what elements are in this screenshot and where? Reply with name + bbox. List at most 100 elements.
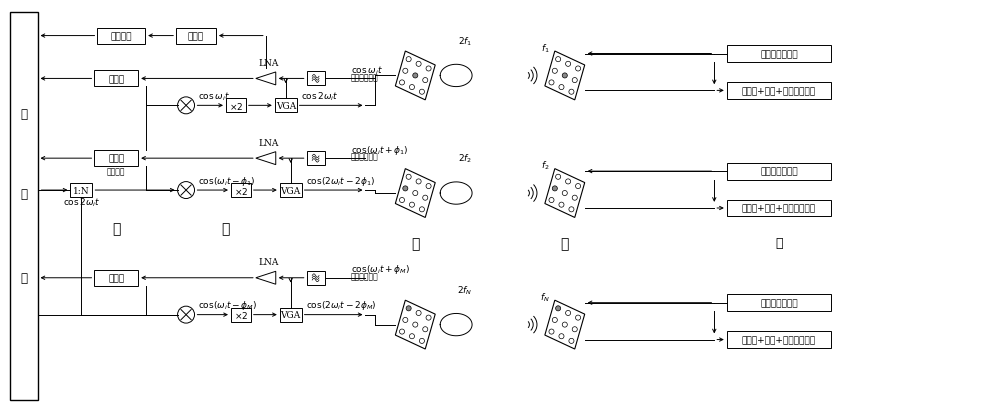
Circle shape [413, 74, 418, 79]
Circle shape [569, 207, 574, 212]
Text: ⋮: ⋮ [775, 237, 783, 250]
Text: 导引信号发生器: 导引信号发生器 [760, 167, 798, 176]
Text: $\cos\omega_i t$: $\cos\omega_i t$ [351, 64, 382, 76]
Circle shape [416, 311, 421, 316]
Text: $2f_2$: $2f_2$ [458, 152, 472, 165]
Text: 导引功率信号: 导引功率信号 [351, 152, 378, 161]
Circle shape [576, 184, 581, 189]
Circle shape [572, 327, 577, 332]
Polygon shape [395, 300, 435, 349]
Circle shape [426, 315, 431, 320]
Text: 导引功率信号: 导引功率信号 [351, 73, 378, 82]
Circle shape [562, 191, 567, 196]
Circle shape [549, 198, 554, 203]
Circle shape [572, 196, 577, 201]
Polygon shape [395, 169, 435, 218]
Circle shape [569, 90, 574, 95]
Text: 导引信号发生器: 导引信号发生器 [760, 50, 798, 59]
Circle shape [409, 203, 415, 208]
Text: $\cos(\omega_i t-\phi_1)$: $\cos(\omega_i t-\phi_1)$ [198, 174, 256, 187]
Bar [727, 163, 831, 180]
Circle shape [552, 318, 557, 323]
Bar [307, 152, 325, 166]
Circle shape [576, 67, 581, 72]
Circle shape [406, 306, 411, 311]
Circle shape [413, 322, 418, 328]
Bar [727, 294, 831, 311]
Text: 控: 控 [20, 187, 27, 200]
Text: LNA: LNA [259, 258, 279, 267]
Text: $\cos 2\omega_i t$: $\cos 2\omega_i t$ [301, 90, 338, 102]
Text: $f_N$: $f_N$ [540, 291, 550, 303]
Text: 主: 主 [20, 107, 27, 121]
Bar [727, 200, 831, 217]
Text: 1:N: 1:N [73, 186, 90, 195]
Bar [307, 72, 325, 86]
Circle shape [399, 81, 405, 86]
Text: 器: 器 [20, 272, 27, 285]
Text: 导引功率信号: 导引功率信号 [351, 272, 378, 280]
Circle shape [399, 198, 405, 203]
Circle shape [423, 196, 428, 201]
Circle shape [549, 81, 554, 86]
Circle shape [552, 69, 557, 74]
Polygon shape [440, 183, 472, 205]
Bar [94, 270, 138, 286]
Bar [94, 71, 138, 87]
Circle shape [409, 334, 415, 339]
Text: $2f_N$: $2f_N$ [457, 284, 473, 296]
Circle shape [569, 339, 574, 344]
Bar [176, 28, 216, 45]
Circle shape [423, 327, 428, 332]
Circle shape [419, 339, 424, 344]
Text: ⋮: ⋮ [561, 236, 569, 250]
Polygon shape [545, 169, 585, 218]
Polygon shape [545, 300, 585, 349]
Text: 鉴幅器: 鉴幅器 [108, 154, 124, 163]
Bar [280, 308, 302, 322]
Circle shape [562, 322, 567, 328]
Text: VGA: VGA [281, 311, 301, 319]
Circle shape [426, 184, 431, 189]
Circle shape [409, 85, 415, 90]
Bar [307, 271, 325, 285]
Text: $\cos(2\omega_i t-2\phi_1)$: $\cos(2\omega_i t-2\phi_1)$ [306, 174, 375, 187]
Circle shape [403, 318, 408, 323]
Text: $f_2$: $f_2$ [541, 159, 549, 172]
Circle shape [406, 175, 411, 180]
Text: 整流器+负载+功率采样模块: 整流器+负载+功率采样模块 [742, 204, 816, 213]
Bar [727, 331, 831, 348]
Text: $2f_1$: $2f_1$ [458, 35, 472, 47]
Circle shape [566, 311, 571, 316]
Bar [10, 13, 38, 400]
Circle shape [403, 186, 408, 192]
Text: LNA: LNA [259, 59, 279, 68]
Text: VGA: VGA [276, 102, 296, 111]
Text: $\cos 2\omega_i t$: $\cos 2\omega_i t$ [63, 196, 100, 209]
Polygon shape [440, 65, 472, 88]
Text: 负载功率: 负载功率 [111, 32, 132, 41]
Text: $\times 2$: $\times 2$ [229, 101, 243, 112]
Text: 本振信号: 本振信号 [107, 167, 126, 176]
Circle shape [399, 329, 405, 334]
Circle shape [559, 85, 564, 90]
Bar [231, 308, 251, 322]
Bar [226, 99, 246, 113]
Text: $\cos(2\omega_i t-2\phi_M)$: $\cos(2\omega_i t-2\phi_M)$ [306, 299, 376, 311]
Circle shape [556, 306, 561, 311]
Text: $\cos(\omega_i t-\phi_M)$: $\cos(\omega_i t-\phi_M)$ [198, 299, 257, 311]
Circle shape [576, 315, 581, 320]
Polygon shape [440, 314, 472, 336]
Circle shape [562, 74, 567, 79]
Text: 鉴幅器: 鉴幅器 [108, 75, 124, 84]
Text: ⋮: ⋮ [112, 221, 120, 235]
Bar [97, 28, 145, 45]
Circle shape [413, 191, 418, 196]
Circle shape [549, 329, 554, 334]
Circle shape [416, 62, 421, 67]
Text: 导引信号发生器: 导引信号发生器 [760, 299, 798, 307]
Circle shape [403, 69, 408, 74]
Text: $f_1$: $f_1$ [541, 42, 549, 55]
Text: VGA: VGA [281, 186, 301, 195]
Text: 整流器+负载+功率采样模块: 整流器+负载+功率采样模块 [742, 335, 816, 344]
